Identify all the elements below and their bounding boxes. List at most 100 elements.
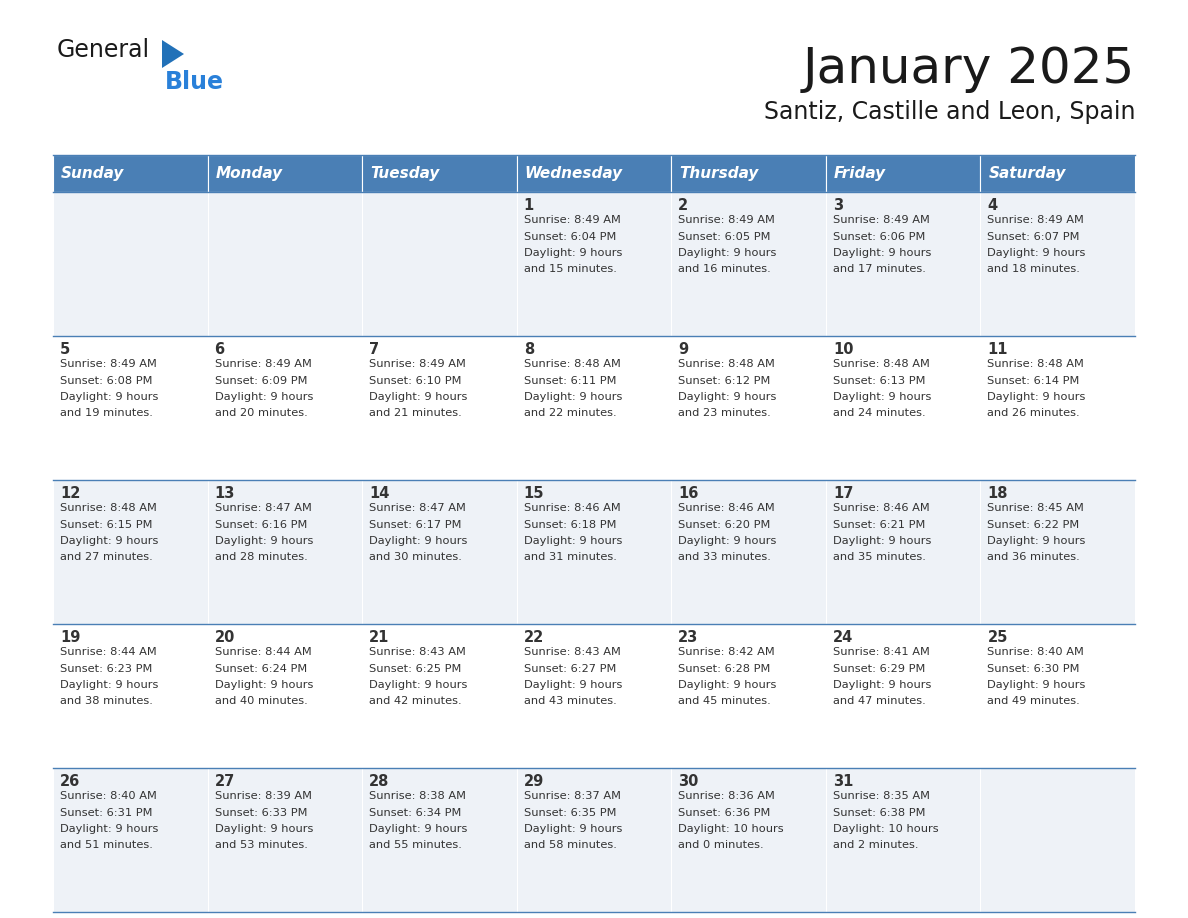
Text: and 16 minutes.: and 16 minutes. (678, 264, 771, 274)
Text: Saturday: Saturday (988, 166, 1066, 181)
Bar (362, 768, 517, 912)
Bar (53, 768, 208, 912)
Text: 1: 1 (524, 198, 533, 213)
Bar (826, 192, 980, 336)
Text: and 23 minutes.: and 23 minutes. (678, 409, 771, 419)
Text: Sunset: 6:23 PM: Sunset: 6:23 PM (61, 664, 152, 674)
Text: Sunset: 6:07 PM: Sunset: 6:07 PM (987, 231, 1080, 241)
Text: Sunrise: 8:49 AM: Sunrise: 8:49 AM (678, 215, 775, 225)
Text: Sunset: 6:31 PM: Sunset: 6:31 PM (61, 808, 152, 818)
Text: 4: 4 (987, 198, 998, 213)
Bar (671, 624, 826, 768)
Bar (517, 336, 671, 480)
Text: 28: 28 (369, 774, 390, 789)
Text: Sunrise: 8:44 AM: Sunrise: 8:44 AM (61, 647, 157, 657)
Text: 22: 22 (524, 630, 544, 645)
Text: and 58 minutes.: and 58 minutes. (524, 841, 617, 850)
Text: and 27 minutes.: and 27 minutes. (61, 553, 153, 563)
Text: Sunset: 6:11 PM: Sunset: 6:11 PM (524, 375, 617, 386)
Text: Sunrise: 8:43 AM: Sunrise: 8:43 AM (524, 647, 620, 657)
Text: Sunday: Sunday (61, 166, 125, 181)
Text: Daylight: 9 hours: Daylight: 9 hours (61, 680, 158, 690)
Text: 19: 19 (61, 630, 81, 645)
Text: 31: 31 (833, 774, 853, 789)
Text: Daylight: 9 hours: Daylight: 9 hours (987, 392, 1086, 402)
Text: Sunrise: 8:48 AM: Sunrise: 8:48 AM (987, 359, 1085, 369)
Text: Sunrise: 8:40 AM: Sunrise: 8:40 AM (987, 647, 1085, 657)
Text: Sunrise: 8:46 AM: Sunrise: 8:46 AM (678, 503, 775, 513)
Text: Sunrise: 8:39 AM: Sunrise: 8:39 AM (215, 791, 311, 801)
Text: Sunset: 6:15 PM: Sunset: 6:15 PM (61, 520, 152, 530)
Bar (980, 155, 1135, 192)
Text: Daylight: 9 hours: Daylight: 9 hours (833, 392, 931, 402)
Text: Sunrise: 8:46 AM: Sunrise: 8:46 AM (833, 503, 929, 513)
Text: Wednesday: Wednesday (525, 166, 623, 181)
Text: and 35 minutes.: and 35 minutes. (833, 553, 925, 563)
Text: Sunrise: 8:38 AM: Sunrise: 8:38 AM (369, 791, 466, 801)
Text: Monday: Monday (215, 166, 283, 181)
Text: Sunset: 6:27 PM: Sunset: 6:27 PM (524, 664, 617, 674)
Text: Sunset: 6:09 PM: Sunset: 6:09 PM (215, 375, 307, 386)
Text: Sunset: 6:24 PM: Sunset: 6:24 PM (215, 664, 307, 674)
Text: Daylight: 9 hours: Daylight: 9 hours (61, 824, 158, 834)
Text: Sunrise: 8:36 AM: Sunrise: 8:36 AM (678, 791, 775, 801)
Text: Sunset: 6:17 PM: Sunset: 6:17 PM (369, 520, 462, 530)
Text: Sunrise: 8:49 AM: Sunrise: 8:49 AM (987, 215, 1085, 225)
Text: Sunrise: 8:49 AM: Sunrise: 8:49 AM (215, 359, 311, 369)
Text: Tuesday: Tuesday (371, 166, 440, 181)
Text: Sunrise: 8:48 AM: Sunrise: 8:48 AM (833, 359, 930, 369)
Bar (208, 192, 362, 336)
Text: 18: 18 (987, 486, 1007, 501)
Text: Daylight: 10 hours: Daylight: 10 hours (678, 824, 784, 834)
Text: and 17 minutes.: and 17 minutes. (833, 264, 925, 274)
Text: Sunrise: 8:47 AM: Sunrise: 8:47 AM (369, 503, 466, 513)
Text: and 18 minutes.: and 18 minutes. (987, 264, 1080, 274)
Text: Sunset: 6:34 PM: Sunset: 6:34 PM (369, 808, 461, 818)
Text: Sunset: 6:29 PM: Sunset: 6:29 PM (833, 664, 925, 674)
Text: and 30 minutes.: and 30 minutes. (369, 553, 462, 563)
Text: Daylight: 9 hours: Daylight: 9 hours (987, 248, 1086, 258)
Text: January 2025: January 2025 (803, 45, 1135, 93)
Bar (53, 155, 208, 192)
Text: 5: 5 (61, 342, 70, 357)
Text: 14: 14 (369, 486, 390, 501)
Text: 2: 2 (678, 198, 688, 213)
Text: and 36 minutes.: and 36 minutes. (987, 553, 1080, 563)
Text: Sunset: 6:38 PM: Sunset: 6:38 PM (833, 808, 925, 818)
Text: and 38 minutes.: and 38 minutes. (61, 697, 153, 707)
Text: and 47 minutes.: and 47 minutes. (833, 697, 925, 707)
Text: Sunset: 6:08 PM: Sunset: 6:08 PM (61, 375, 152, 386)
Bar (671, 480, 826, 624)
Text: Daylight: 9 hours: Daylight: 9 hours (369, 824, 468, 834)
Text: and 26 minutes.: and 26 minutes. (987, 409, 1080, 419)
Text: and 22 minutes.: and 22 minutes. (524, 409, 617, 419)
Text: Sunset: 6:05 PM: Sunset: 6:05 PM (678, 231, 771, 241)
Text: Sunset: 6:18 PM: Sunset: 6:18 PM (524, 520, 617, 530)
Text: Sunrise: 8:49 AM: Sunrise: 8:49 AM (524, 215, 620, 225)
Bar (208, 155, 362, 192)
Text: 15: 15 (524, 486, 544, 501)
Text: 13: 13 (215, 486, 235, 501)
Text: Daylight: 9 hours: Daylight: 9 hours (215, 680, 312, 690)
Text: and 2 minutes.: and 2 minutes. (833, 841, 918, 850)
Bar (980, 336, 1135, 480)
Text: Sunrise: 8:49 AM: Sunrise: 8:49 AM (369, 359, 466, 369)
Bar (826, 336, 980, 480)
Text: Sunset: 6:35 PM: Sunset: 6:35 PM (524, 808, 617, 818)
Text: Thursday: Thursday (680, 166, 759, 181)
Text: Daylight: 9 hours: Daylight: 9 hours (369, 536, 468, 546)
Text: Sunrise: 8:48 AM: Sunrise: 8:48 AM (61, 503, 157, 513)
Text: Sunset: 6:14 PM: Sunset: 6:14 PM (987, 375, 1080, 386)
Text: Sunset: 6:20 PM: Sunset: 6:20 PM (678, 520, 771, 530)
Bar (208, 624, 362, 768)
Text: Sunset: 6:12 PM: Sunset: 6:12 PM (678, 375, 771, 386)
Text: Sunrise: 8:35 AM: Sunrise: 8:35 AM (833, 791, 930, 801)
Text: 30: 30 (678, 774, 699, 789)
Text: Daylight: 9 hours: Daylight: 9 hours (678, 680, 777, 690)
Text: Sunset: 6:13 PM: Sunset: 6:13 PM (833, 375, 925, 386)
Text: Sunset: 6:25 PM: Sunset: 6:25 PM (369, 664, 461, 674)
Text: Daylight: 9 hours: Daylight: 9 hours (987, 536, 1086, 546)
Bar (208, 768, 362, 912)
Text: 16: 16 (678, 486, 699, 501)
Text: Friday: Friday (834, 166, 886, 181)
